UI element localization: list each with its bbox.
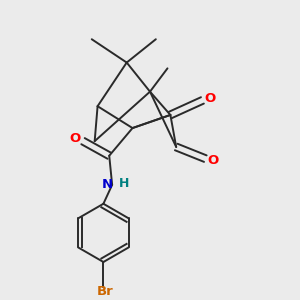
Text: Br: Br [97, 286, 113, 298]
Text: H: H [118, 177, 129, 190]
Text: N: N [102, 178, 113, 191]
Text: O: O [69, 132, 80, 145]
Text: O: O [207, 154, 218, 166]
Text: O: O [204, 92, 215, 105]
